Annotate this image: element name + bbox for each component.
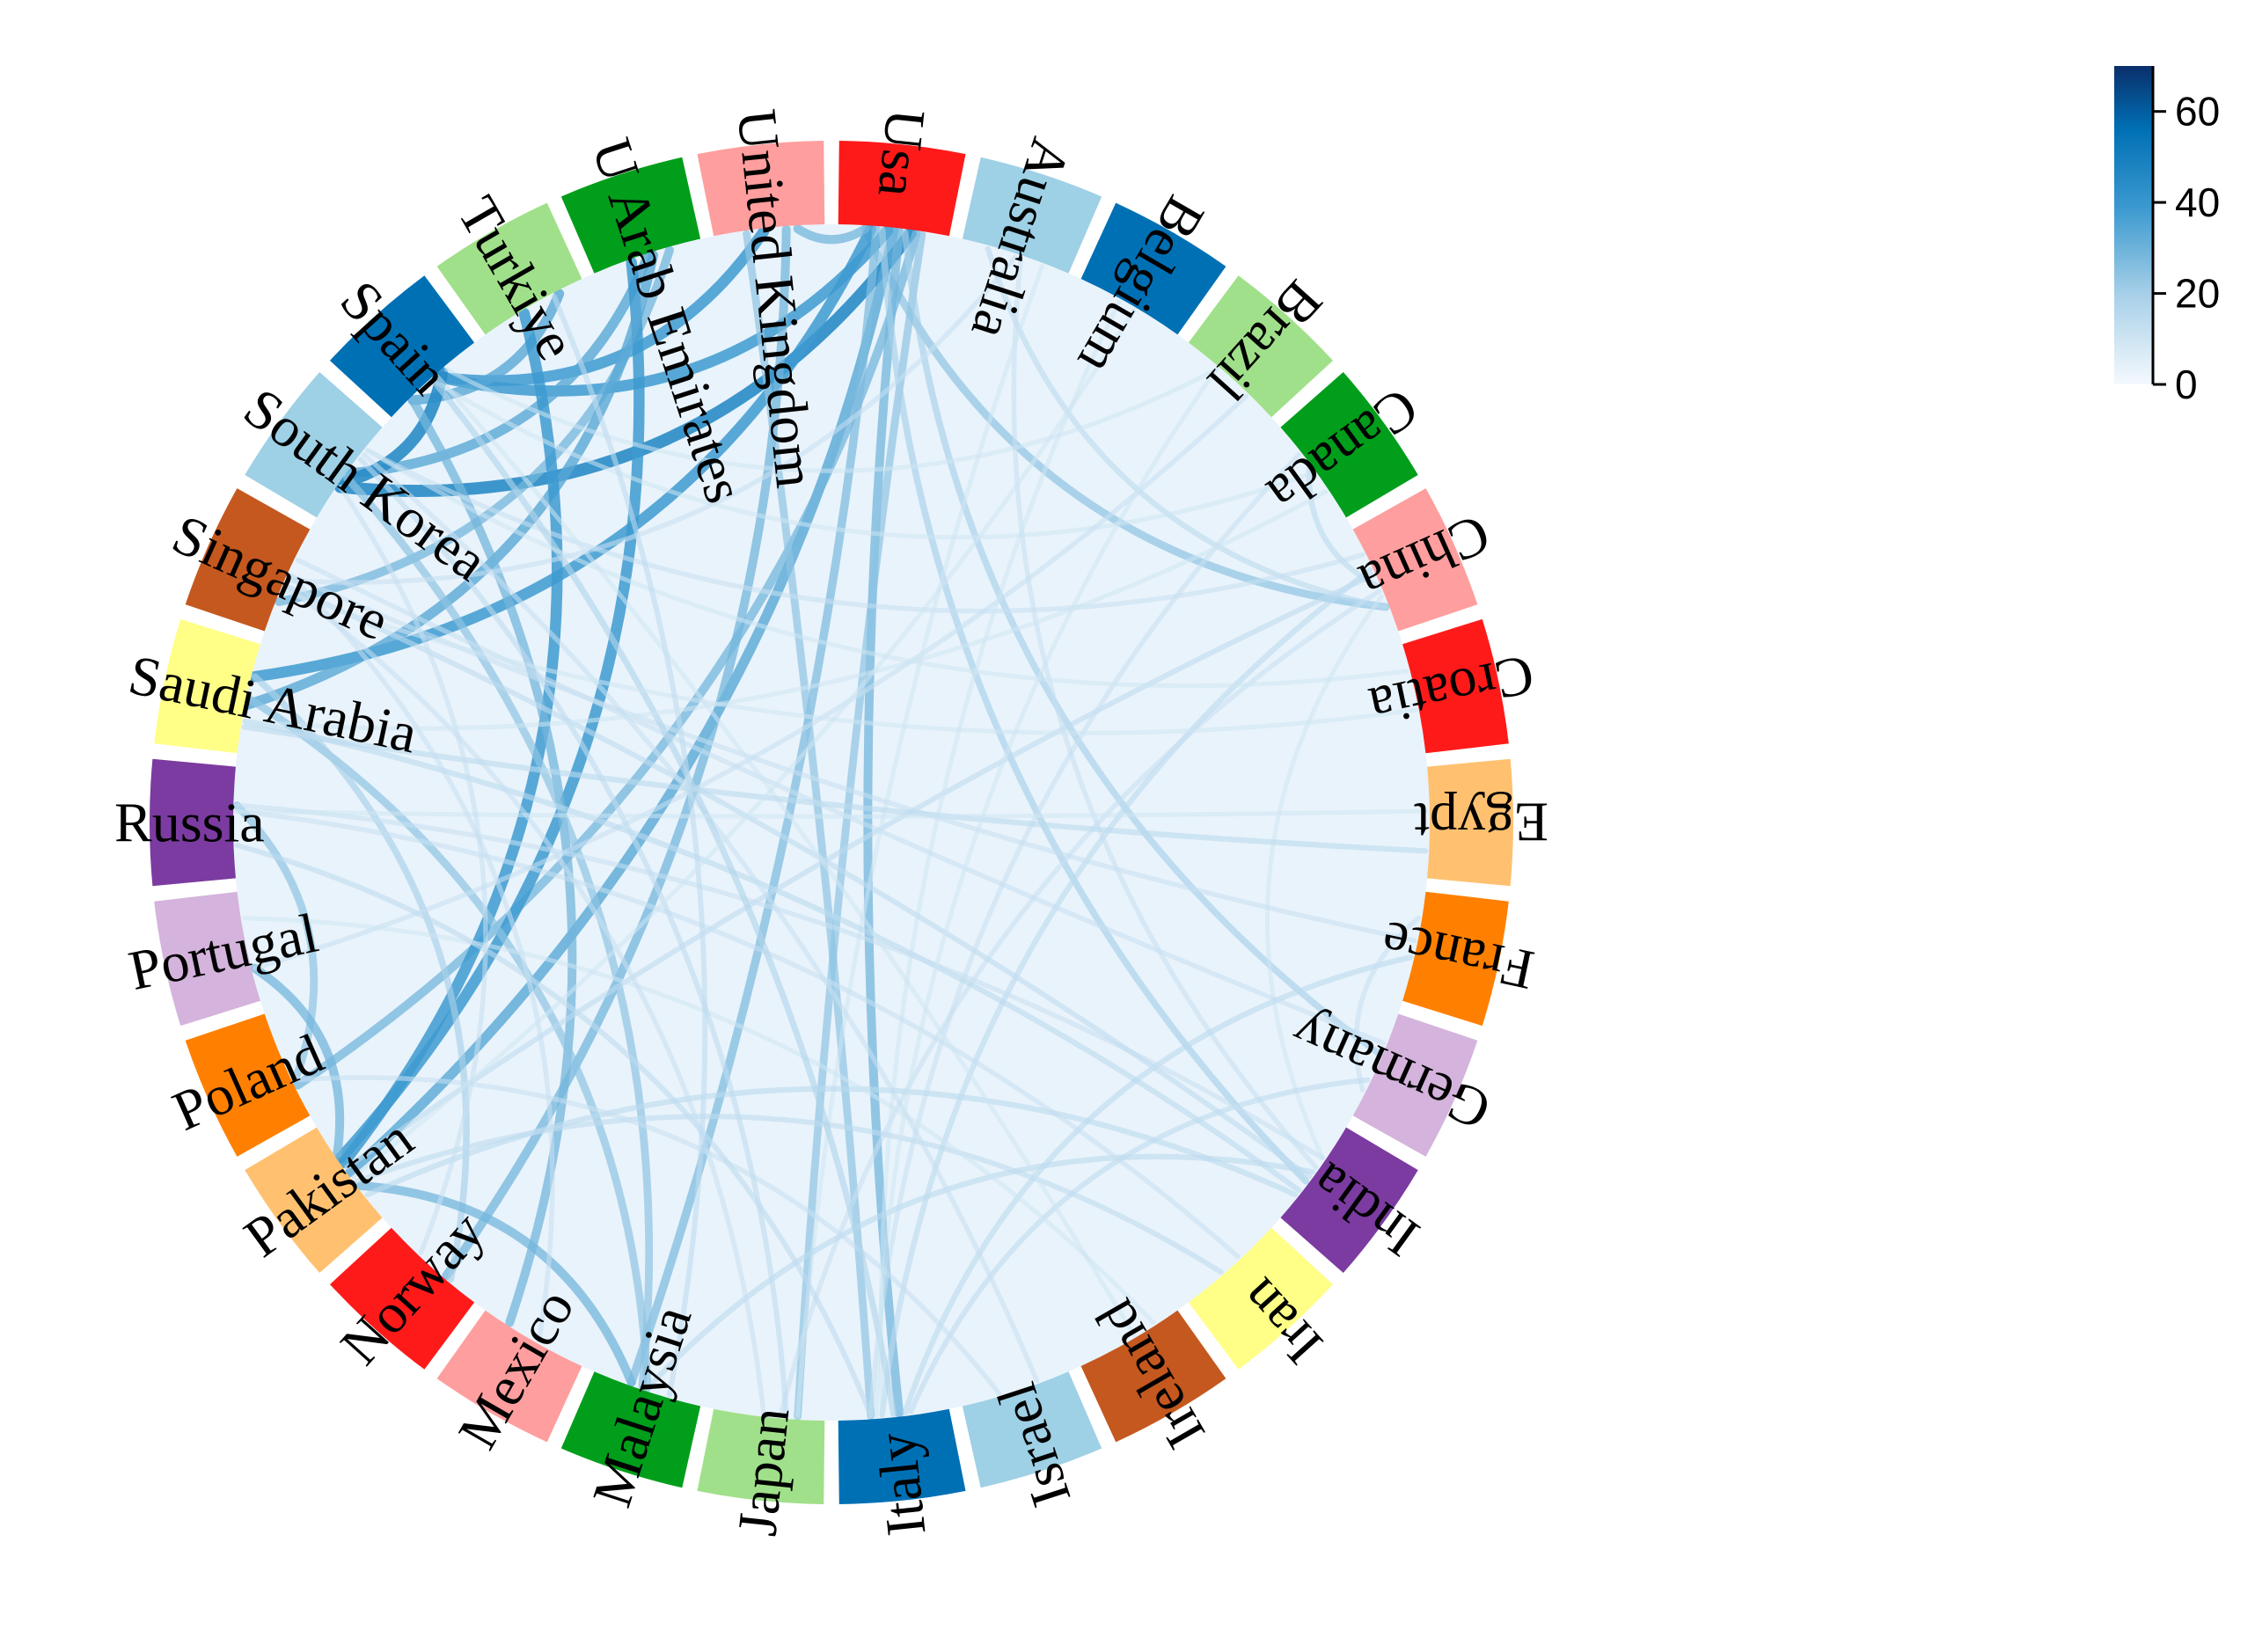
chord-link-usa-germany <box>901 229 1383 1057</box>
chord-link-brazil-italy <box>874 367 1219 1418</box>
chord-link-canada-italy <box>868 452 1301 1419</box>
chord-link-norway-south-korea <box>338 484 488 1255</box>
chord-link-croatia-south-korea <box>365 448 1409 689</box>
segment-egypt <box>1427 758 1513 887</box>
segment-russia <box>150 758 236 887</box>
chord-link-belgium-italy <box>878 299 1122 1417</box>
colorbar-tick-label-40: 40 <box>2175 179 2220 225</box>
segment-poland <box>185 1013 311 1157</box>
segment-ireland <box>1080 1310 1226 1443</box>
segment-norway <box>329 1227 475 1370</box>
chord-link-saudi-arabia-malaysia <box>245 695 652 1393</box>
segment-usa <box>838 141 966 237</box>
colorbar-gradient <box>2114 66 2153 384</box>
segment-u-arab-emirates <box>560 157 701 274</box>
colorbar-ticks: 0 20 40 60 <box>2153 89 2220 407</box>
chord-link-india-russia <box>234 802 1325 1161</box>
segment-israel <box>962 1371 1102 1488</box>
segment-iran <box>1188 1227 1334 1370</box>
segment-france <box>1402 891 1509 1027</box>
chord-link-usa-india <box>878 226 1309 1185</box>
segment-india <box>1280 1127 1418 1274</box>
chord-link-australia-singapore <box>285 254 1018 585</box>
chord-link-portugal-pakistan <box>250 963 345 1159</box>
segment-brazil <box>1188 275 1334 418</box>
segment-saudi-arabia <box>154 618 260 754</box>
segment-australia <box>962 157 1102 274</box>
segment-japan <box>697 1408 825 1504</box>
chord-link-pakistan-malaysia <box>355 1181 636 1387</box>
chord-link-usa-japan <box>794 230 926 1421</box>
segment-china <box>1352 488 1478 632</box>
chord-link-belgium-pakistan <box>351 308 1137 1180</box>
chord-link-japan-south-korea <box>357 457 789 1419</box>
chord-link-malaysia-turkiye <box>551 294 708 1398</box>
segment-italy <box>838 1408 966 1504</box>
chord-link-china-india <box>1264 594 1384 1160</box>
colorbar-tick-label-60: 60 <box>2175 89 2220 135</box>
chord-link-france-italy <box>902 954 1414 1415</box>
label-italy: Italy <box>865 1429 938 1539</box>
chord-link-croatia-singapore <box>281 588 1418 735</box>
chord-link-india-pakistan <box>364 1085 1299 1198</box>
segment-belgium <box>1080 202 1226 335</box>
segment-spain <box>329 275 475 418</box>
chord-link-germany-singapore <box>295 557 1387 1046</box>
chord-link-canada-saudi-arabia <box>243 489 1329 731</box>
chord-segments <box>150 141 1513 1504</box>
chord-link-australia-india <box>1011 256 1319 1170</box>
colorbar: 0 20 40 60 <box>2114 66 2220 407</box>
label-usa: Usa <box>866 106 937 200</box>
segment-south-korea <box>245 371 383 518</box>
segment-croatia <box>1402 618 1509 754</box>
chord-link-china-pakistan <box>344 573 1375 1171</box>
chord-link-india-singapore <box>282 583 1313 1180</box>
chord-link-italy-russia <box>234 843 874 1419</box>
segment-pakistan <box>245 1127 383 1274</box>
segment-turkiye <box>436 202 582 335</box>
chord-link-india-saudi-arabia <box>242 718 1302 1194</box>
chord-link-usa-united-kingdom <box>793 224 870 245</box>
chord-link-russia-poland <box>232 801 318 1084</box>
chord-link-china-south-korea <box>365 448 1365 614</box>
chord-link-usa-pakistan <box>345 226 899 1177</box>
segment-singapore <box>185 488 311 632</box>
chord-link-usa-spain <box>432 224 894 397</box>
colorbar-tick-label-0: 0 <box>2175 362 2198 407</box>
chord-link-iran-russia <box>234 808 1241 1260</box>
segment-mexico <box>436 1310 582 1443</box>
chord-link-brazil-spain <box>443 367 1219 473</box>
label-russia: Russia <box>114 792 265 854</box>
chord-link-germany-italy <box>908 1077 1371 1414</box>
chord-link-egypt-saudi-arabia <box>241 724 1429 854</box>
chord-link-mexico-singapore <box>288 573 555 1343</box>
segment-portugal <box>154 891 260 1027</box>
chord-link-egypt-russia <box>234 808 1429 819</box>
segment-germany <box>1352 1013 1478 1157</box>
chord-link-italy-spain <box>430 377 897 1417</box>
segment-united-kingdom <box>697 141 825 237</box>
chord-link-israel-poland <box>292 1075 1002 1396</box>
chord-links <box>232 223 1429 1421</box>
chord-link-u-arab-emirates-saudi-arabia <box>243 250 658 710</box>
chord-link-iran-pakistan <box>354 1114 1224 1275</box>
chord-link-saudi-arabia-norway <box>251 673 470 1283</box>
chord-link-south-korea-malaysia <box>342 473 654 1391</box>
colorbar-tick-label-20: 20 <box>2175 271 2220 317</box>
chord-link-u-arab-emirates-pakistan <box>334 257 645 1164</box>
chord-link-spain-south-korea <box>337 367 449 489</box>
chord-link-canada-spain <box>431 378 1315 540</box>
segment-malaysia <box>560 1371 701 1488</box>
chord-link-ireland-portugal <box>242 916 1156 1325</box>
label-japan: Japan <box>725 1405 801 1539</box>
chord-link-ireland-spain <box>436 374 1137 1337</box>
label-egypt: Egypt <box>1414 792 1548 854</box>
chord-link-china-italy <box>879 567 1373 1418</box>
chord-link-usa-china <box>860 224 1390 611</box>
segment-canada <box>1280 371 1418 518</box>
